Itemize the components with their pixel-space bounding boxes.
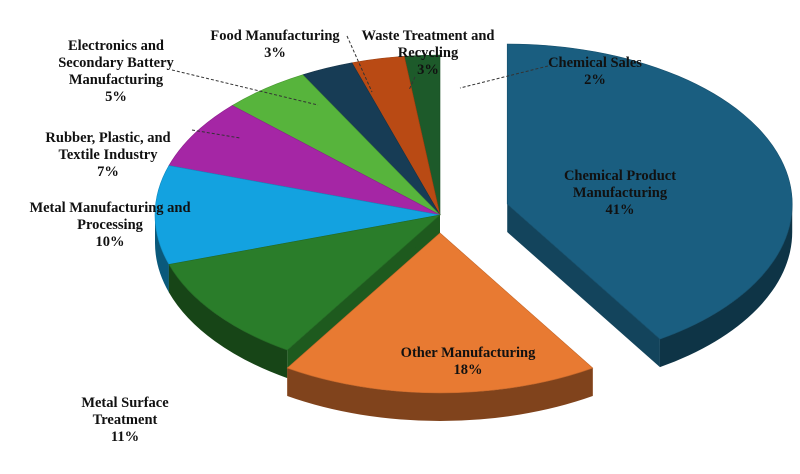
slice-label-text: Rubber, Plastic, and — [45, 130, 171, 146]
leader-line-6 — [346, 35, 373, 93]
slice-label-text: Manufacturing — [572, 185, 668, 201]
slice-3-rim — [155, 215, 169, 293]
slice-1-top — [286, 232, 594, 394]
leader-line-4 — [191, 129, 241, 139]
leader-line-7 — [408, 76, 416, 91]
slice-label-8: Chemical Sales 2% — [495, 55, 695, 89]
leader-line-8 — [459, 65, 549, 89]
slice-label-1: Other Manufacturing 18% — [368, 345, 568, 379]
slice-value-label: 41% — [605, 202, 635, 218]
slice-label-text: Processing — [77, 217, 143, 233]
slice-label-4: Rubber, Plastic, and Textile Industry 7% — [8, 130, 208, 181]
slice-value-label: 5% — [105, 89, 127, 105]
slice-1 — [286, 232, 594, 421]
slice-value-label: 10% — [95, 234, 125, 250]
slice-label-text: Metal Manufacturing and — [29, 200, 191, 216]
slice-label-0: Chemical Product Manufacturing 41% — [520, 168, 720, 219]
slice-label-text: Metal Surface — [81, 395, 169, 411]
slice-0-rim — [659, 204, 793, 368]
slice-value-label: 2% — [584, 72, 606, 88]
slice-label-3: Metal Manufacturing and Processing 10% — [10, 200, 210, 251]
slice-label-text: Food Manufacturing — [210, 28, 340, 44]
slice-0 — [506, 43, 793, 368]
slice-label-text: Other Manufacturing — [400, 345, 536, 361]
slice-value-label: 7% — [97, 164, 119, 180]
leader-lines — [171, 35, 549, 139]
slice-2-rim — [168, 264, 288, 379]
slice-value-label: 3% — [264, 45, 286, 61]
slice-label-text: Waste Treatment and — [361, 28, 495, 44]
slice-label-text: Electronics and — [68, 38, 164, 54]
pie-slices — [154, 43, 793, 421]
slice-value-label: 11% — [110, 429, 140, 445]
slice-0-top — [506, 43, 793, 340]
slice-label-6: Food Manufacturing 3% — [175, 28, 375, 62]
slice-label-text: Recycling — [397, 45, 459, 61]
slice-label-text: Textile Industry — [58, 147, 158, 163]
slice-label-text: Secondary Battery — [58, 55, 174, 71]
slice-1-rim — [287, 368, 593, 421]
slice-4-top — [168, 105, 441, 216]
slice-label-text: Treatment — [92, 412, 158, 428]
slice-label-text: Chemical Sales — [548, 55, 642, 71]
slice-3-top — [154, 165, 441, 265]
slice-value-label: 18% — [453, 362, 483, 378]
slice-0-wall — [507, 204, 660, 368]
slice-label-text: Manufacturing — [68, 72, 164, 88]
slice-2-top — [168, 214, 442, 351]
slice-label-2: Metal Surface Treatment 11% — [25, 395, 225, 446]
leader-line-5 — [171, 69, 319, 106]
slice-value-label: 3% — [417, 62, 439, 78]
slice-label-7: Waste Treatment and Recycling 3% — [328, 28, 528, 79]
slice-label-5: Electronics and Secondary Battery Manufact… — [16, 38, 216, 106]
slice-label-text: Chemical Product — [563, 168, 677, 184]
